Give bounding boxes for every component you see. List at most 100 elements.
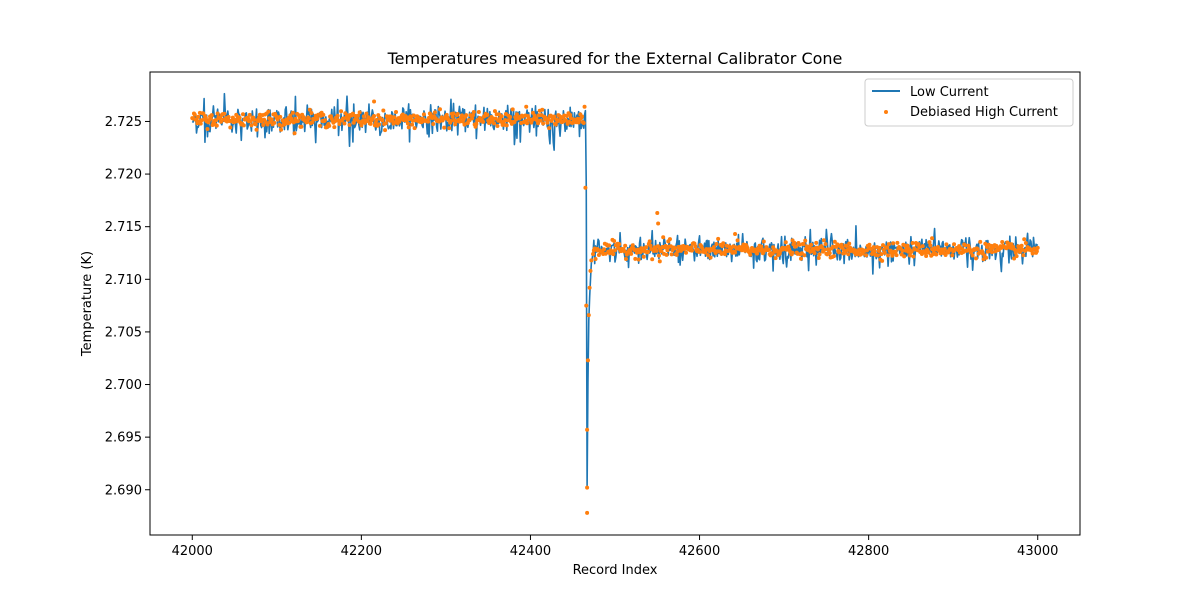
- series-point-debiased-high-current: [689, 245, 694, 250]
- series-point-debiased-high-current: [470, 116, 475, 121]
- series-point-debiased-high-current: [213, 118, 218, 123]
- series-point-debiased-high-current: [823, 242, 828, 247]
- series-point-debiased-high-current: [350, 111, 355, 116]
- series-point-debiased-high-current: [654, 248, 659, 253]
- series-point-debiased-high-current: [547, 126, 552, 131]
- series-point-debiased-high-current: [673, 246, 678, 251]
- series-point-debiased-high-current: [755, 251, 760, 256]
- series-point-debiased-high-current: [656, 221, 661, 226]
- series-point-debiased-high-current: [766, 247, 771, 252]
- series-point-debiased-high-current: [773, 256, 778, 261]
- series-point-debiased-high-current: [321, 112, 326, 117]
- series-point-debiased-high-current: [845, 247, 850, 252]
- series-point-debiased-high-current: [563, 118, 568, 123]
- series-point-debiased-high-current: [930, 236, 935, 241]
- series-point-debiased-high-current: [926, 250, 931, 255]
- series-point-debiased-high-current: [448, 119, 453, 124]
- series-point-debiased-high-current: [722, 252, 727, 257]
- series-point-debiased-high-current: [920, 244, 925, 249]
- series-point-debiased-high-current: [215, 111, 220, 116]
- series-point-debiased-high-current: [432, 110, 437, 115]
- series-point-debiased-high-current: [279, 127, 284, 132]
- series-point-debiased-high-current: [596, 253, 601, 258]
- series-point-debiased-high-current: [307, 107, 312, 112]
- series-point-debiased-high-current: [499, 114, 504, 119]
- series-point-debiased-high-current: [748, 252, 753, 257]
- series-point-debiased-high-current: [916, 242, 921, 247]
- series-point-debiased-high-current: [514, 112, 519, 117]
- series-point-debiased-high-current: [451, 111, 456, 116]
- x-tick-label: 43000: [1017, 544, 1058, 559]
- series-point-debiased-high-current: [864, 253, 869, 258]
- series-point-debiased-high-current: [902, 254, 907, 259]
- series-point-debiased-high-current: [984, 255, 989, 260]
- series-point-debiased-high-current: [790, 250, 795, 255]
- series-point-debiased-high-current: [613, 248, 617, 253]
- series-point-debiased-high-current: [372, 114, 377, 119]
- series-point-debiased-high-current: [623, 243, 628, 248]
- series-point-debiased-high-current: [611, 252, 616, 257]
- series-point-debiased-high-current: [669, 252, 674, 257]
- series-point-debiased-high-current: [1023, 241, 1028, 246]
- series-point-debiased-high-current: [1022, 237, 1027, 242]
- series-point-debiased-high-current: [816, 256, 821, 261]
- legend-box: [864, 78, 1074, 127]
- series-point-debiased-high-current: [612, 238, 617, 243]
- series-point-debiased-high-current: [797, 242, 802, 247]
- series-point-debiased-high-current: [380, 118, 385, 123]
- series-point-debiased-high-current: [510, 107, 515, 112]
- series-point-debiased-high-current: [254, 127, 259, 132]
- series-point-debiased-high-current: [538, 118, 543, 123]
- series-point-debiased-high-current: [881, 243, 886, 248]
- series-point-debiased-high-current: [366, 116, 371, 121]
- series-point-debiased-high-current: [783, 240, 788, 245]
- series-point-debiased-high-current: [880, 258, 885, 263]
- series-point-debiased-high-current: [584, 303, 589, 308]
- legend-label-low-current: Low Current: [910, 85, 989, 100]
- series-point-debiased-high-current: [219, 119, 224, 124]
- series-point-debiased-high-current: [1021, 253, 1026, 258]
- series-point-debiased-high-current: [803, 238, 808, 243]
- series-point-debiased-high-current: [802, 253, 807, 258]
- series-point-debiased-high-current: [249, 123, 254, 128]
- series-point-debiased-high-current: [721, 241, 726, 246]
- series-point-debiased-high-current: [894, 253, 899, 258]
- series-point-debiased-high-current: [684, 250, 689, 255]
- x-tick-label: 42400: [510, 544, 551, 559]
- series-point-debiased-high-current: [759, 244, 764, 249]
- series-point-debiased-high-current: [540, 107, 545, 112]
- series-point-debiased-high-current: [241, 112, 245, 117]
- series-point-debiased-high-current: [335, 113, 340, 118]
- series-point-debiased-high-current: [1011, 244, 1016, 249]
- series-point-debiased-high-current: [450, 114, 455, 119]
- series-point-debiased-high-current: [192, 112, 197, 117]
- series-point-debiased-high-current: [226, 115, 231, 119]
- series-point-debiased-high-current: [876, 249, 881, 254]
- y-tick-label: 2.725: [105, 115, 142, 130]
- series-point-debiased-high-current: [368, 121, 373, 126]
- series-point-debiased-high-current: [481, 119, 486, 124]
- series-point-debiased-high-current: [332, 125, 337, 130]
- series-point-debiased-high-current: [641, 254, 646, 259]
- series-point-debiased-high-current: [666, 239, 671, 244]
- y-tick-label: 2.700: [105, 378, 142, 393]
- series-point-debiased-high-current: [812, 251, 817, 256]
- series-point-debiased-high-current: [593, 256, 598, 261]
- series-point-debiased-high-current: [406, 125, 411, 130]
- series-point-debiased-high-current: [495, 123, 500, 128]
- series-point-debiased-high-current: [222, 111, 227, 116]
- y-tick-label: 2.705: [105, 325, 142, 340]
- series-point-debiased-high-current: [278, 114, 283, 119]
- series-point-debiased-high-current: [837, 250, 842, 255]
- x-axis-label: Record Index: [573, 563, 658, 578]
- series-point-debiased-high-current: [809, 242, 814, 247]
- series-point-debiased-high-current: [867, 242, 872, 247]
- series-point-debiased-high-current: [339, 109, 344, 114]
- series-point-debiased-high-current: [978, 239, 983, 244]
- chart-title: Temperatures measured for the External C…: [387, 49, 843, 68]
- series-point-debiased-high-current: [376, 113, 381, 118]
- series-point-debiased-high-current: [203, 115, 208, 120]
- series-point-debiased-high-current: [585, 358, 590, 363]
- series-point-debiased-high-current: [337, 122, 342, 126]
- series-point-debiased-high-current: [205, 126, 210, 131]
